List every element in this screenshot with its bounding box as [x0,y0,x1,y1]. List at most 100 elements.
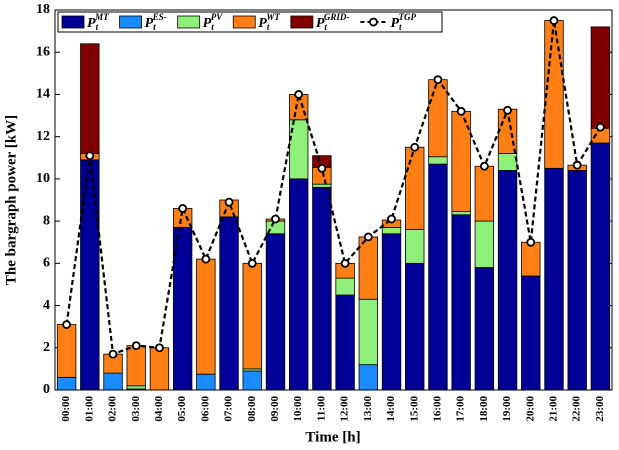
legend-label-base: P [390,16,399,31]
line-marker [224,197,234,207]
legend-label-base: P [203,16,212,31]
legend-label-sub: t [399,22,402,32]
line-marker [479,161,489,171]
bar-segment [242,262,262,370]
legend-label-sub: t [96,22,99,32]
legend-swatch [61,15,85,29]
legend-swatch [290,15,314,29]
line-marker [271,214,280,224]
x-tick-label: 15:00 [408,396,420,422]
y-tick-label: 4 [43,298,50,313]
legend-label-sub: t [211,22,214,32]
line-marker [340,258,350,268]
legend-label-sup: TGP [399,12,417,22]
bar-segment [428,156,448,165]
bar-segment [381,233,402,391]
line-marker [317,163,327,173]
bar-segment [428,163,448,391]
bar-segment [451,214,471,391]
line-marker [363,232,373,242]
x-tick-label: 12:00 [339,396,351,422]
x-tick-label: 17:00 [455,396,467,422]
x-tick-label: 14:00 [385,396,397,422]
x-tick-label: 06:00 [199,396,211,422]
line-marker [131,341,141,351]
x-tick-label: 10:00 [292,396,304,422]
bar-segment [358,236,378,300]
x-tick-label: 03:00 [130,396,142,422]
legend-label-sup: ES- [152,12,167,22]
y-tick-label: 6 [43,256,50,271]
line-marker [595,122,605,132]
x-tick-label: 20:00 [524,396,536,422]
line-marker [503,105,512,115]
bar-segment [289,178,309,391]
bar-segment [590,142,611,391]
bar-segment [451,211,471,216]
bar-segment [265,233,286,391]
bar-segment [80,159,100,391]
bar-segment [544,167,564,391]
line-marker [572,160,582,170]
line-marker [155,343,164,353]
bar-segment [405,229,425,264]
x-tick-label: 23:00 [594,396,606,422]
legend-label-sup: PV [211,12,223,22]
bar-segment [497,153,518,171]
x-tick-label: 05:00 [176,396,188,422]
line-marker [62,320,72,329]
bar-segment [56,376,77,391]
bar-segment [196,373,216,391]
legend-label-sup: GRID- [324,12,350,22]
x-tick-label: 16:00 [431,396,443,422]
x-tick-label: 01:00 [83,396,95,422]
x-tick-label: 04:00 [153,396,165,422]
y-tick-label: 14 [36,87,50,102]
legend-label-base: P [145,16,154,31]
bar-segment [358,364,378,391]
bar-segment [56,324,77,378]
bar-segment [149,347,170,391]
line-marker [526,237,536,247]
x-tick-label: 07:00 [223,396,235,422]
bar-segment [521,275,541,391]
bar-segment [474,165,495,222]
y-tick-label: 8 [43,213,50,228]
line-marker [387,214,396,224]
bar-segment [126,385,146,390]
legend-label: PtGRID- [316,12,350,32]
y-tick-label: 16 [36,44,50,59]
bar-segment [381,227,402,235]
bar-segment [335,277,355,296]
legend-label-base: P [258,16,267,31]
line-marker [201,254,211,264]
legend-label: PtMT [87,12,109,32]
legend-label-sub: t [153,22,156,32]
y-tick-label: 0 [43,382,50,397]
bar-segment [312,186,332,391]
y-axis-label: The bargraph power [kW] [3,115,19,285]
line-marker [433,75,443,85]
bar-segment [544,20,564,169]
line-marker [456,106,466,116]
bar-segment [497,108,518,154]
legend-label-base: P [316,16,325,31]
legend-label-base: P [87,16,96,31]
line-marker [85,151,95,161]
bar-segment [358,298,378,366]
legend-label-sup: MT [94,12,109,22]
legend-label: PtWT [258,12,280,32]
x-tick-label: 11:00 [315,396,327,422]
bar-segment [474,220,495,268]
x-tick-label: 02:00 [107,396,119,422]
bar-segment [474,267,495,391]
line-marker [108,349,118,359]
x-tick-label: 22:00 [571,396,583,422]
bar-segment [80,43,100,154]
x-tick-label: 21:00 [548,396,560,422]
y-tick-label: 10 [36,171,50,186]
legend-label-sub: t [324,22,327,32]
legend-swatch [119,15,142,29]
x-axis-label: Time [h] [305,429,360,445]
